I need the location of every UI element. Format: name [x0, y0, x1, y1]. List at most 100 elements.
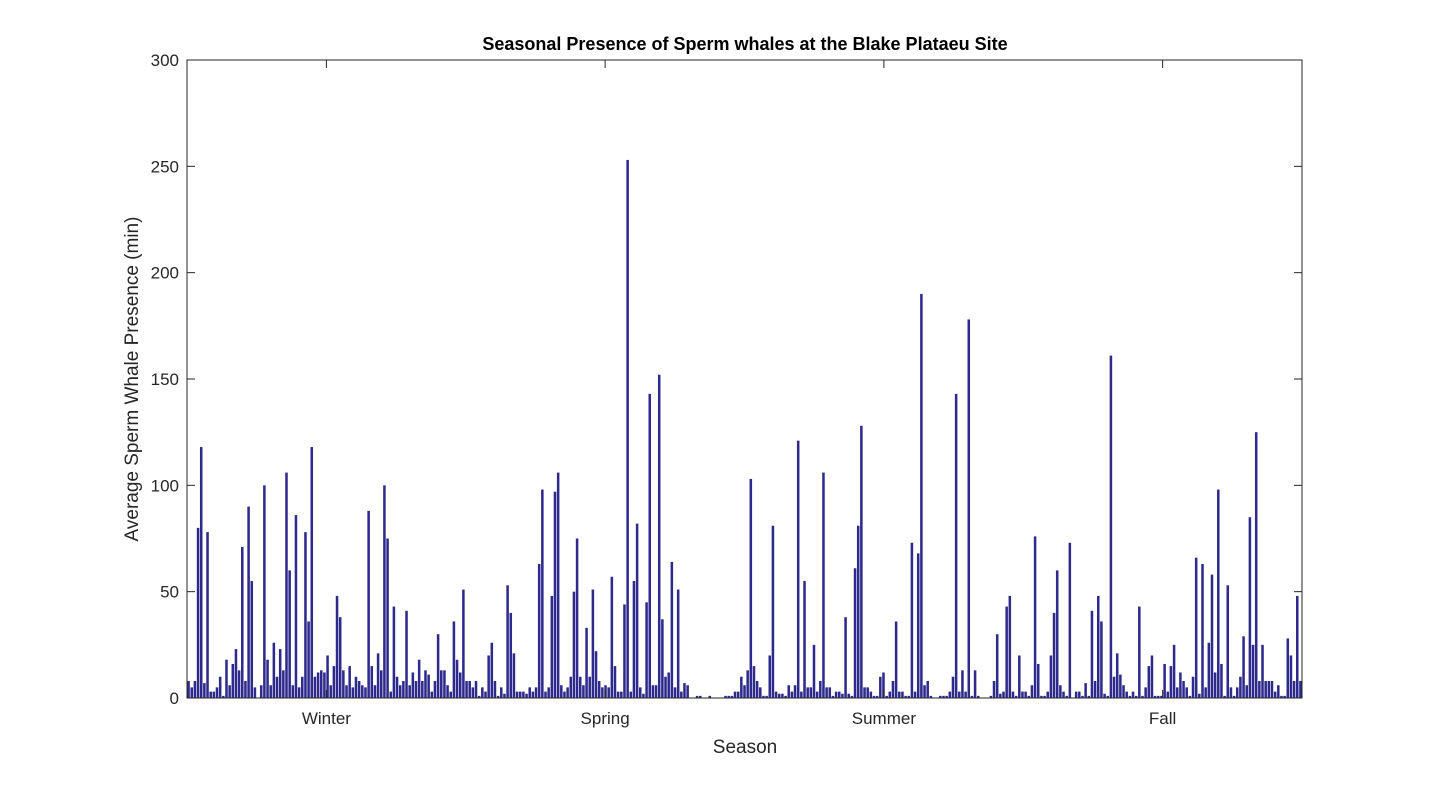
- x-tick-label: Spring: [581, 709, 630, 728]
- bar: [481, 687, 484, 698]
- bar: [1296, 595, 1299, 698]
- bar: [563, 691, 566, 698]
- bar: [774, 691, 778, 698]
- bar: [616, 691, 620, 698]
- bar: [967, 319, 971, 698]
- bar: [961, 670, 964, 698]
- bar: [1166, 691, 1170, 698]
- bar: [673, 687, 677, 698]
- bar: [781, 693, 784, 698]
- bar: [430, 691, 434, 698]
- bar: [1002, 691, 1005, 698]
- bar: [278, 649, 282, 698]
- bar: [1223, 695, 1226, 698]
- bar: [976, 695, 980, 698]
- bar: [1182, 680, 1185, 698]
- bar: [199, 447, 203, 698]
- bar: [449, 691, 453, 698]
- bar: [1239, 676, 1242, 698]
- bar: [335, 595, 339, 698]
- bar: [992, 680, 996, 698]
- bar: [1201, 564, 1204, 698]
- bar: [367, 510, 370, 698]
- bar: [1062, 691, 1065, 698]
- bar: [787, 685, 790, 698]
- bar: [313, 676, 317, 698]
- bar: [1100, 621, 1103, 698]
- bar: [768, 655, 772, 698]
- bar: [247, 506, 250, 698]
- bar: [1235, 687, 1239, 698]
- bar: [800, 691, 803, 698]
- bar: [850, 695, 854, 698]
- bar: [518, 691, 522, 698]
- bar: [528, 687, 531, 698]
- bar: [667, 672, 670, 698]
- bar: [1254, 432, 1258, 698]
- bar: [411, 672, 415, 698]
- bar: [945, 695, 948, 698]
- bar: [683, 683, 686, 698]
- bar: [427, 674, 430, 698]
- bar: [1179, 672, 1182, 698]
- bar: [755, 680, 759, 698]
- bar: [727, 695, 730, 698]
- bar: [1198, 693, 1201, 698]
- bar: [1169, 666, 1173, 698]
- bar: [323, 672, 326, 698]
- bar: [392, 606, 396, 698]
- bar: [875, 695, 879, 698]
- bar: [907, 695, 911, 698]
- bar: [841, 693, 844, 698]
- y-axis-label: Average Sperm Whale Presence (min): [122, 217, 143, 542]
- bar: [294, 515, 298, 698]
- bar: [1280, 695, 1283, 698]
- bar: [1122, 685, 1125, 698]
- bar: [958, 691, 961, 698]
- bar: [1131, 691, 1135, 698]
- bar: [215, 687, 219, 698]
- y-tick-label: 300: [151, 51, 179, 70]
- bar: [515, 691, 519, 698]
- chart-title: Seasonal Presence of Sperm whales at the…: [482, 34, 1007, 54]
- bar: [1157, 695, 1160, 698]
- bar: [752, 666, 756, 698]
- bar: [942, 695, 945, 698]
- bar: [1068, 542, 1072, 698]
- bar: [1220, 663, 1223, 698]
- bar: [1030, 685, 1034, 698]
- bar: [531, 691, 535, 698]
- bar: [866, 687, 869, 698]
- bar: [440, 670, 443, 698]
- bar: [537, 564, 541, 698]
- bar: [863, 687, 866, 698]
- bar: [1112, 676, 1116, 698]
- bar: [288, 570, 291, 698]
- y-tick-label: 100: [151, 476, 179, 495]
- bar: [253, 687, 257, 698]
- bar: [1229, 687, 1233, 698]
- bar: [1210, 574, 1214, 698]
- bar: [809, 687, 813, 698]
- bar: [263, 485, 266, 698]
- bar: [879, 676, 882, 698]
- bar: [512, 653, 516, 698]
- bar: [364, 687, 367, 698]
- bar: [1299, 680, 1302, 698]
- y-tick-label: 50: [160, 583, 179, 602]
- bar: [1014, 695, 1018, 698]
- bar: [389, 691, 392, 698]
- bar: [796, 440, 800, 698]
- bar: [1150, 655, 1154, 698]
- bar: [973, 670, 977, 698]
- bar: [386, 538, 389, 698]
- bar: [471, 687, 475, 698]
- bar: [345, 685, 348, 698]
- bar: [642, 693, 645, 698]
- bar: [639, 687, 642, 698]
- bar: [1052, 612, 1056, 698]
- bar: [929, 695, 933, 698]
- bar: [1018, 655, 1021, 698]
- bar: [1226, 585, 1230, 698]
